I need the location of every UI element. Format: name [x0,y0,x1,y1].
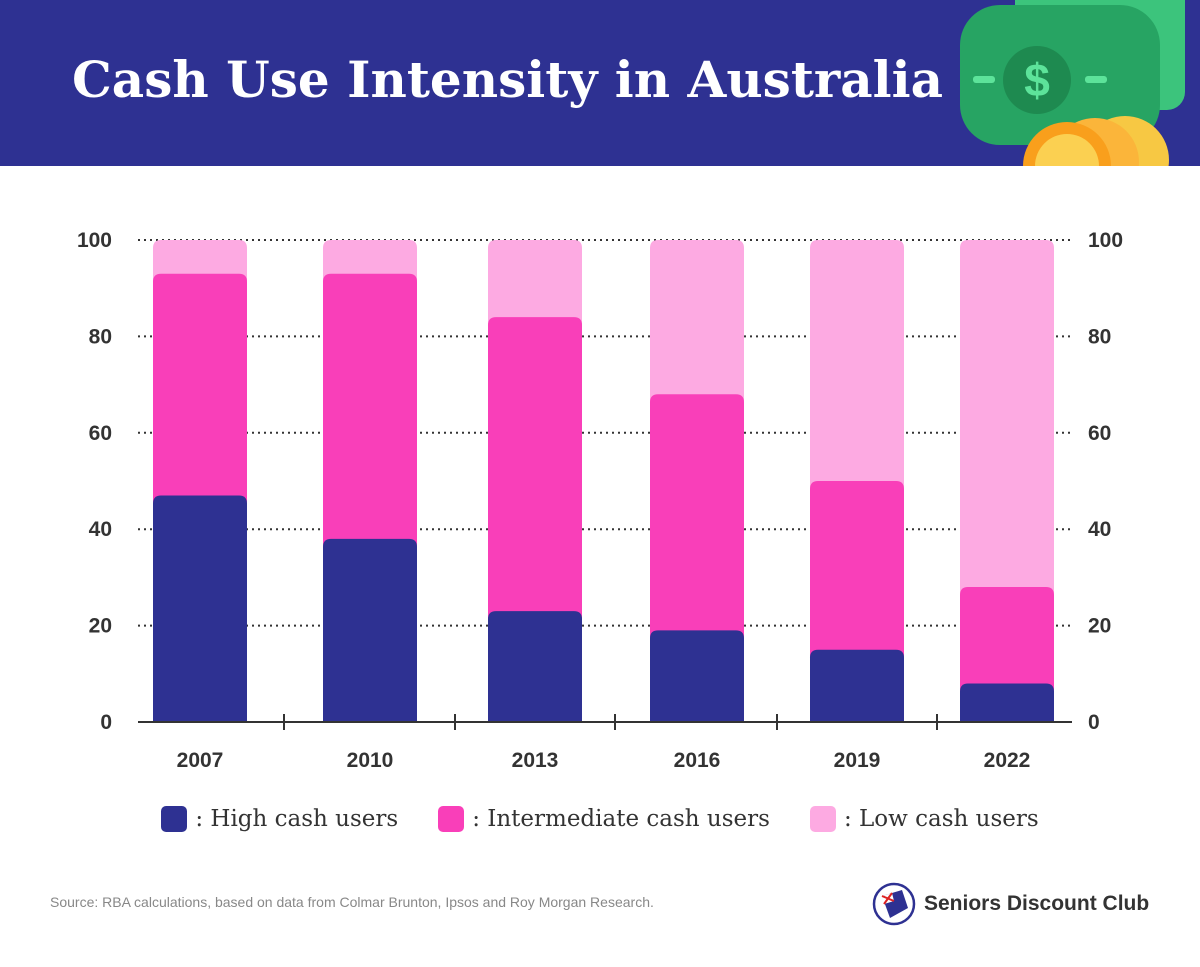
brand-name: Seniors Discount Club [924,892,1150,915]
legend-item-low: : Low cash users [809,806,1039,832]
bar-high-cash-users [488,611,582,722]
brand-logo: Seniors Discount Club [872,882,1149,926]
y-tick-label-left: 60 [89,422,112,445]
bar-high-cash-users [323,538,417,722]
y-tick-label-left: 20 [89,615,112,638]
y-tick-label-left: 100 [77,229,112,252]
header-banner: Cash Use Intensity in Australia $ [0,0,1200,166]
source-note: Source: RBA calculations, based on data … [50,894,654,910]
x-tick-label: 2022 [984,749,1031,772]
x-tick-label: 2013 [512,749,559,772]
bar-high-cash-users [153,495,247,722]
y-tick-label-right: 20 [1088,615,1111,638]
svg-text:$: $ [1024,54,1050,106]
bar-high-cash-users [960,683,1054,722]
legend: : High cash users : Intermediate cash us… [0,806,1200,832]
legend-label: : Intermediate cash users [472,806,770,832]
y-tick-label-left: 0 [100,711,112,734]
y-tick-label-right: 80 [1088,325,1111,348]
legend-swatch [438,806,465,832]
legend-label: : Low cash users [843,806,1039,832]
legend-item-intermediate: : Intermediate cash users [438,806,770,832]
australia-tag-icon [872,882,916,926]
legend-swatch [809,806,836,832]
bar-high-cash-users [810,649,904,722]
bar-high-cash-users [650,630,744,722]
x-tick-label: 2007 [177,749,224,772]
legend-item-high: : High cash users [161,806,398,832]
page-title: Cash Use Intensity in Australia [72,50,944,109]
stacked-bar-chart: 0 0 20 20 40 40 60 60 80 80 100 100 2007 2010 2013 2016… [77,229,1123,772]
y-tick-label-right: 100 [1088,229,1123,252]
x-tick-label: 2010 [347,749,394,772]
y-tick-label-right: 0 [1088,711,1100,734]
y-tick-label-right: 40 [1088,518,1111,541]
money-icon: $ [960,0,1185,166]
legend-label: : High cash users [195,806,399,832]
x-tick-label: 2019 [834,749,881,772]
y-tick-label-left: 40 [89,518,112,541]
legend-swatch [161,806,188,832]
x-tick-label: 2016 [674,749,721,772]
y-tick-label-right: 60 [1088,422,1111,445]
y-tick-label-left: 80 [89,325,112,348]
